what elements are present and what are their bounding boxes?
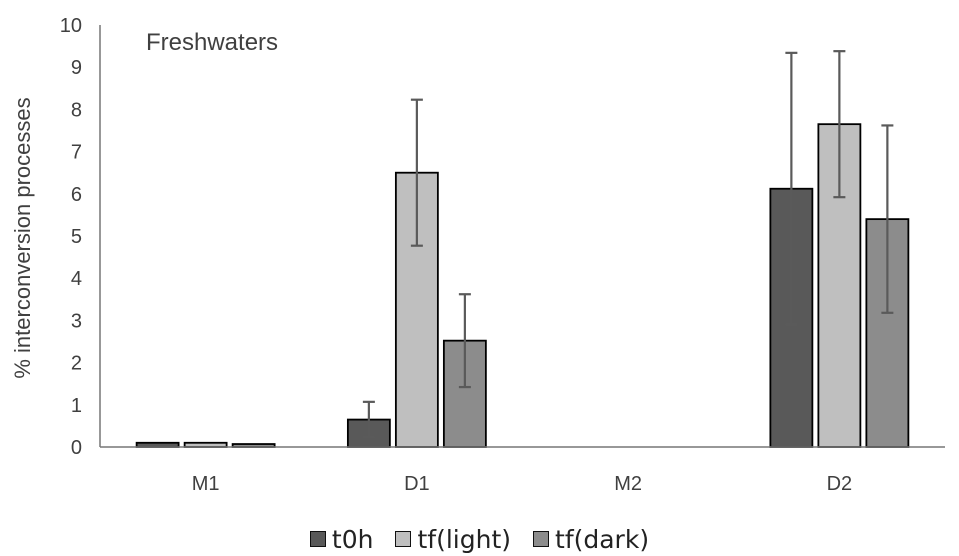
legend-item: tf(dark): [533, 525, 649, 554]
y-axis-ticks: 0 1 2 3 4 5 6 7 8 9 10: [60, 15, 82, 459]
legend-label: t0h: [331, 524, 374, 554]
legend-swatch: [309, 531, 326, 547]
y-tick-label: 1: [71, 395, 82, 417]
error-bar: [362, 400, 375, 439]
x-axis-ticks: M1 D1 M2 D2: [192, 473, 852, 495]
legend-label: tf(light): [417, 524, 512, 554]
legend-item: t0h: [309, 524, 374, 554]
error-bar: [881, 124, 894, 314]
y-tick-label: 3: [71, 310, 82, 332]
y-tick-label: 7: [71, 142, 82, 164]
legend-item: tf(light): [395, 525, 511, 554]
error-bar: [833, 50, 846, 199]
y-axis-label: % interconversion processes: [10, 97, 35, 378]
bars: [135, 123, 910, 448]
x-tick-label: M1: [192, 473, 220, 495]
legend: t0h tf(light) tf(dark): [0, 522, 959, 556]
x-tick-label: D1: [404, 473, 430, 495]
y-tick-label: 0: [71, 437, 82, 459]
error-bar: [458, 293, 471, 389]
bar-chart: Freshwaters % interconversion processes …: [10, 15, 945, 495]
x-tick-label: D2: [827, 473, 853, 495]
y-tick-label: 6: [71, 184, 82, 206]
error-bars: [362, 50, 894, 439]
y-tick-label: 5: [71, 226, 82, 248]
legend-swatch: [395, 531, 412, 547]
chart-title: Freshwaters: [146, 29, 278, 56]
y-tick-label: 2: [71, 353, 82, 375]
error-bar: [410, 98, 423, 247]
y-tick-label: 4: [71, 268, 82, 290]
y-tick-label: 9: [71, 57, 82, 79]
y-tick-label: 10: [60, 15, 82, 37]
legend-label: tf(dark): [555, 524, 650, 554]
error-bar: [785, 51, 798, 326]
x-tick-label: M2: [614, 473, 642, 495]
legend-swatch: [533, 531, 550, 547]
y-tick-label: 8: [71, 99, 82, 121]
